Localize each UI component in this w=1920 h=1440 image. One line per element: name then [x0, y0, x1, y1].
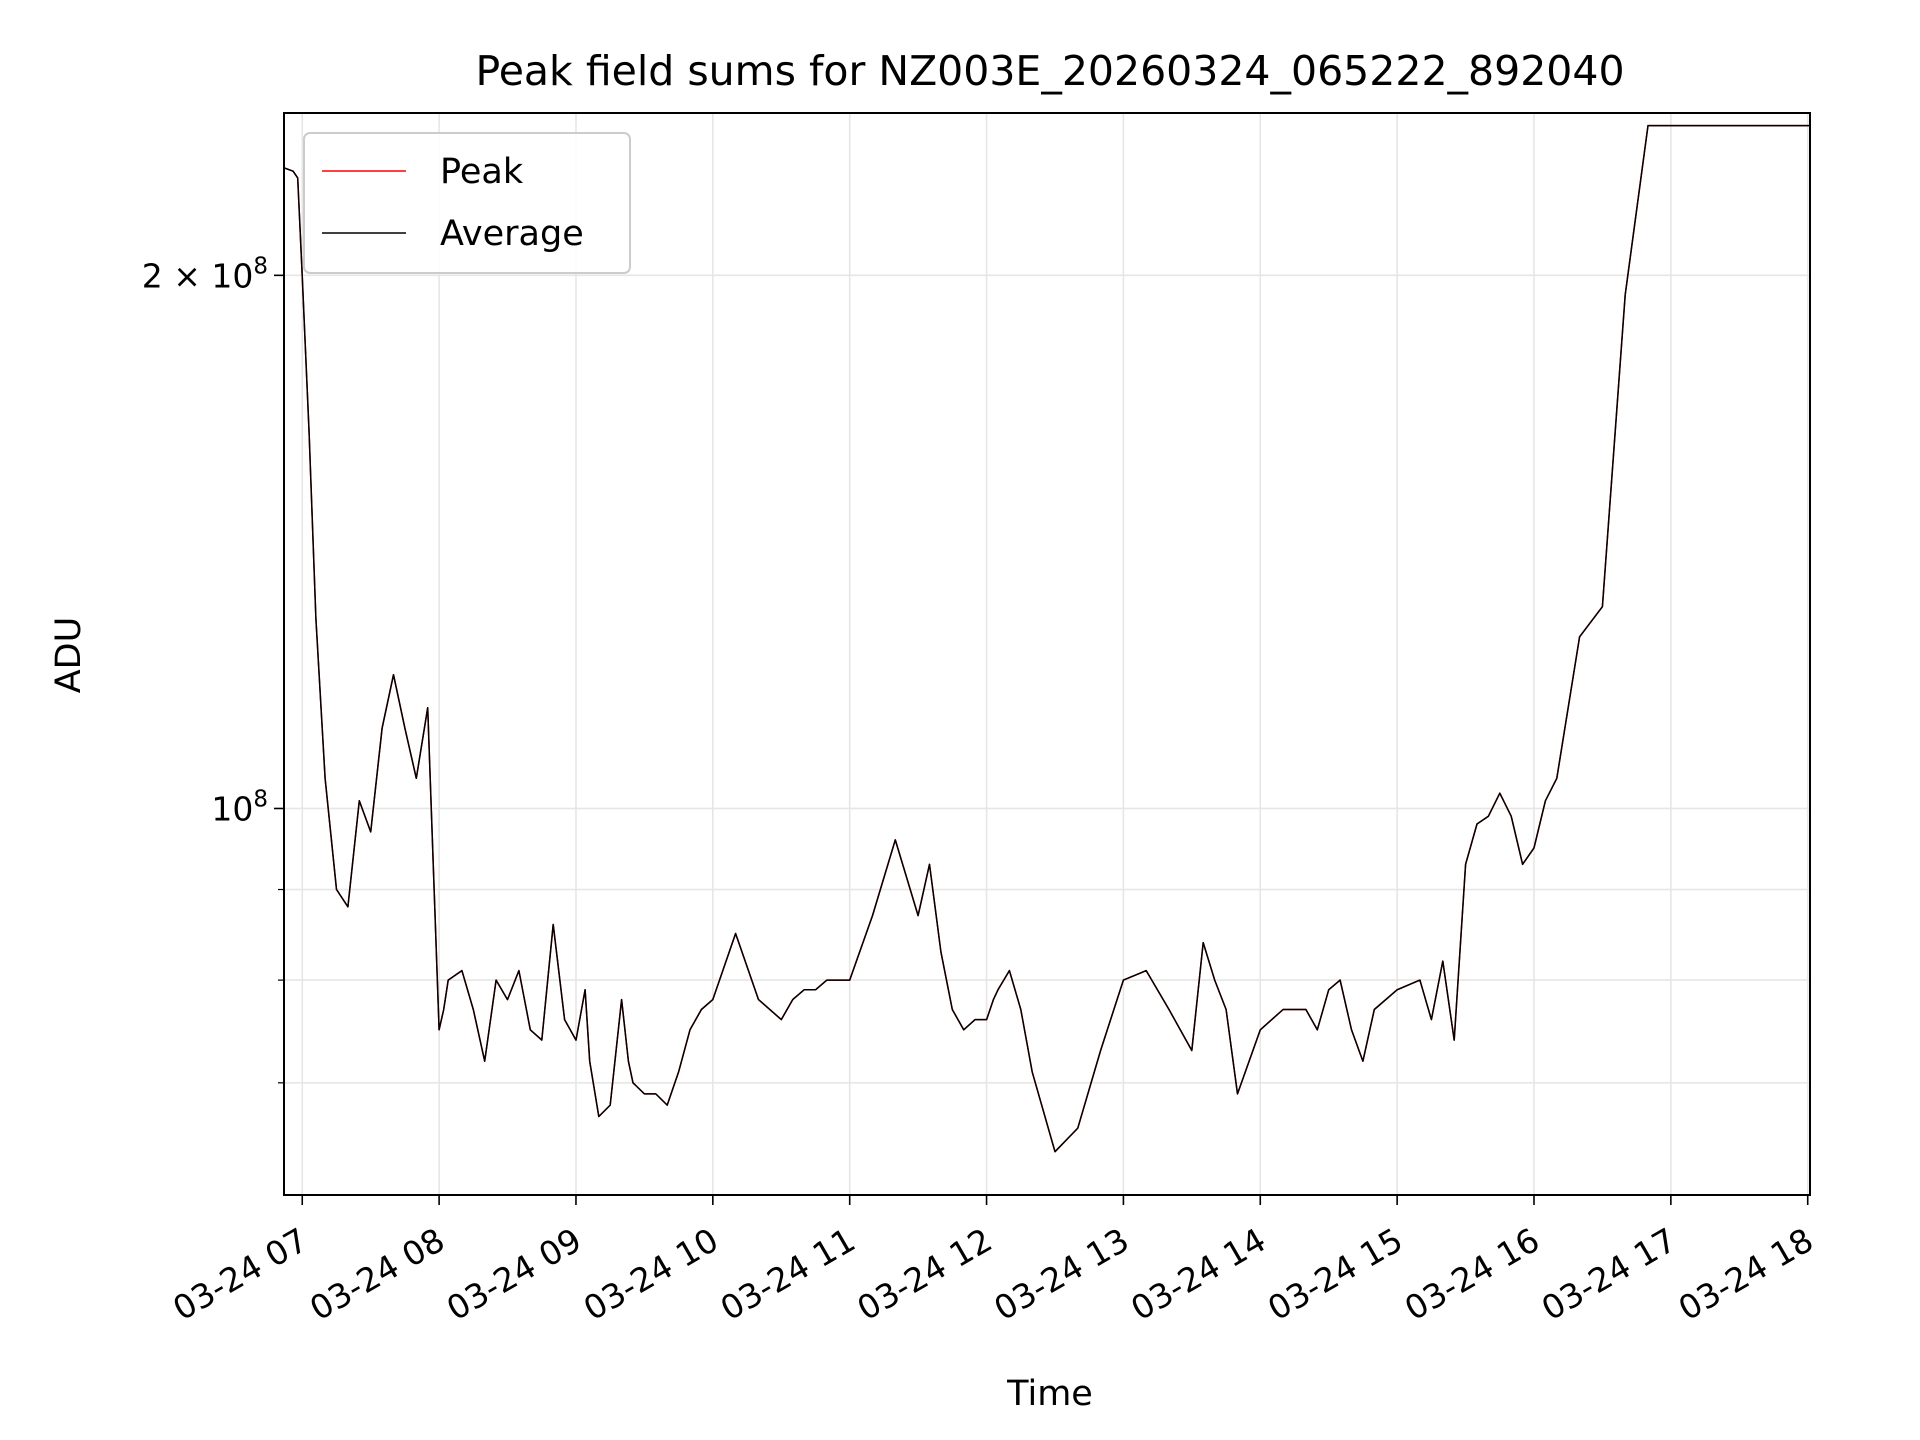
y-tick-label: 2 × 108: [142, 253, 268, 295]
x-tick-label: 03-24 07: [166, 1220, 314, 1328]
x-tick-label: 03-24 14: [1124, 1220, 1272, 1328]
legend-label-peak: Peak: [440, 152, 524, 192]
y-axis-label: ADU: [49, 617, 89, 694]
legend-box: [303, 132, 631, 274]
x-tick-label: 03-24 18: [1672, 1220, 1820, 1328]
plot-border: [283, 112, 1811, 1196]
x-axis-label: Time: [1006, 1374, 1093, 1414]
x-tick-label: 03-24 11: [714, 1220, 862, 1328]
x-tick-label: 03-24 16: [1398, 1220, 1546, 1328]
chart-title: Peak field sums for NZ003E_20260324_0652…: [475, 47, 1624, 95]
series-layer: [283, 124, 1810, 1153]
y-tick-label-exponent: 8: [253, 786, 268, 812]
x-tick-label: 03-24 10: [577, 1220, 725, 1328]
plot-background: [284, 113, 1810, 1195]
x-tick-label: 03-24 17: [1535, 1220, 1683, 1328]
x-tick-label: 03-24 12: [851, 1220, 999, 1328]
y-tick-label-base: 10: [211, 789, 253, 828]
legend-label-average: Average: [440, 214, 584, 254]
plot-frame-group: [283, 112, 1811, 1196]
x-tick-label: 03-24 09: [440, 1220, 588, 1328]
y-tick-label-exponent: 8: [253, 253, 268, 279]
grid-layer: [284, 113, 1810, 1195]
x-tick-label: 03-24 15: [1261, 1220, 1409, 1328]
x-tick-label: 03-24 08: [303, 1220, 451, 1328]
y-tick-label-base: 2 × 10: [142, 256, 254, 295]
series-line-average: [283, 124, 1810, 1153]
x-tick-label: 03-24 13: [987, 1220, 1135, 1328]
y-tick-label: 108: [211, 786, 268, 828]
legend: Peak Average: [303, 132, 631, 274]
